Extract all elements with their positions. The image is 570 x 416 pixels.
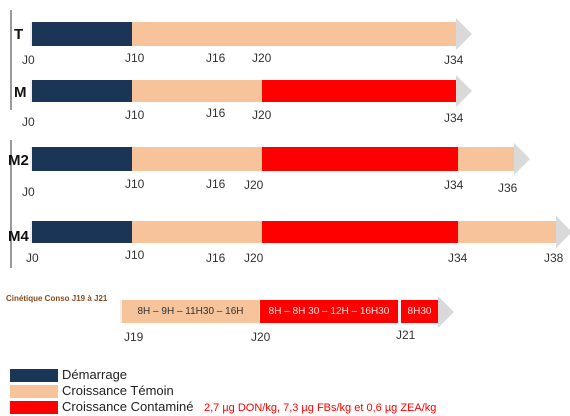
legend-swatch-croissance-contamine (10, 401, 58, 414)
day-label: J10 (125, 248, 145, 262)
axis-line-top (10, 10, 12, 110)
day-label: J10 (125, 108, 145, 122)
row-label: T (14, 26, 24, 43)
segment-demarrage (32, 80, 132, 102)
legend-label: Croissance Contaminé (62, 399, 194, 414)
segment-croissance-temoin (132, 80, 262, 102)
segment-demarrage (32, 221, 132, 243)
kinetics-times: 8H – 9H – 11H30 – 16H (137, 306, 244, 317)
timeline-arrowhead (514, 143, 530, 175)
segment-demarrage (32, 147, 132, 171)
timeline-arrowhead (456, 75, 472, 107)
day-label: J21 (396, 328, 416, 342)
day-label: J34 (444, 178, 464, 192)
day-label: J16 (206, 177, 226, 191)
segment-croissance-temoin (132, 147, 262, 171)
legend-swatch-demarrage (10, 369, 58, 382)
timeline-arrowhead (438, 296, 454, 328)
axis-line-bottom (10, 140, 12, 268)
day-label: J20 (251, 330, 271, 344)
segment-croissance-temoin (132, 221, 262, 243)
timeline-arrowhead (456, 18, 472, 50)
day-label: J10 (125, 51, 145, 65)
kinetics-times: 8H30 (407, 306, 432, 317)
day-label: J0 (22, 115, 35, 129)
day-label: J34 (444, 53, 464, 67)
segment-croissance-temoin (132, 22, 456, 46)
day-label: J34 (448, 251, 468, 265)
day-label: J0 (22, 53, 35, 67)
day-label: J20 (244, 178, 264, 192)
day-label: J34 (444, 111, 464, 125)
segment-croissance-contamine (262, 80, 456, 102)
day-label: J16 (206, 51, 226, 65)
day-label: J0 (22, 185, 35, 199)
day-label: J20 (252, 108, 272, 122)
day-label: J36 (498, 181, 518, 195)
day-label: J20 (252, 51, 272, 65)
segment-kinetics-contamine (260, 300, 398, 323)
legend-label: Croissance Témoin (62, 383, 174, 398)
segment-croissance-temoin (458, 147, 514, 171)
day-label: J38 (544, 251, 564, 265)
segment-kinetics-temoin (122, 300, 259, 323)
kinetics-title: Cinétique Conso J19 à J21 (6, 294, 108, 303)
day-label: J19 (124, 330, 144, 344)
segment-croissance-temoin (458, 221, 556, 243)
segment-croissance-contamine (262, 147, 458, 171)
day-label: J10 (125, 177, 145, 191)
day-label: J16 (206, 106, 226, 120)
legend-label: Démarrage (62, 367, 128, 382)
segment-croissance-contamine (262, 221, 458, 243)
row-label: M4 (8, 228, 29, 245)
contamination-note: 2,7 µg DON/kg, 7,3 µg FBs/kg et 0,6 µg Z… (204, 402, 437, 414)
legend-swatch-croissance-temoin (10, 385, 58, 398)
day-label: J20 (244, 251, 264, 265)
row-label: M2 (8, 152, 29, 169)
segment-kinetics-contamine (401, 300, 438, 323)
row-label: M (14, 84, 27, 101)
timeline-arrowhead (556, 216, 570, 248)
kinetics-times: 8H – 8H 30 – 12H – 16H30 (268, 306, 390, 317)
day-label: J0 (26, 251, 39, 265)
segment-demarrage (32, 22, 132, 46)
day-label: J16 (206, 251, 226, 265)
